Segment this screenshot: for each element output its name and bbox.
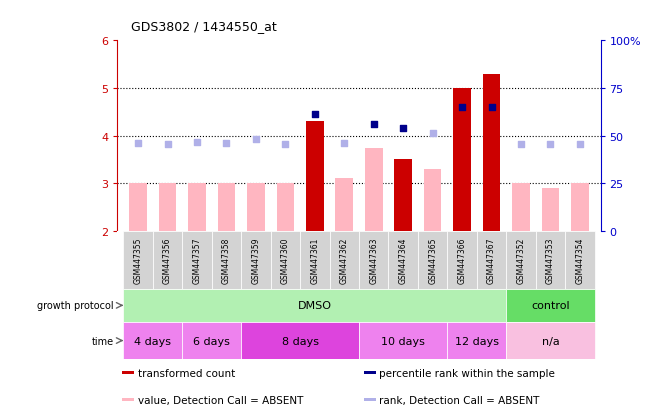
Text: GSM447355: GSM447355 — [134, 237, 142, 283]
Point — [427, 131, 438, 137]
Text: n/a: n/a — [541, 336, 560, 346]
Bar — [424, 169, 442, 231]
Text: GSM447363: GSM447363 — [369, 237, 378, 283]
Text: GSM447357: GSM447357 — [193, 237, 201, 283]
Text: GDS3802 / 1434550_at: GDS3802 / 1434550_at — [131, 20, 276, 33]
Bar — [153, 231, 183, 289]
Point — [515, 142, 526, 148]
Bar — [507, 231, 535, 289]
Bar — [306, 122, 323, 231]
Bar — [276, 184, 294, 231]
Text: GSM447366: GSM447366 — [458, 237, 466, 283]
Text: 10 days: 10 days — [381, 336, 425, 346]
Point — [368, 121, 379, 128]
Text: 8 days: 8 days — [282, 336, 319, 346]
Text: GSM447356: GSM447356 — [163, 237, 172, 283]
Bar — [482, 74, 501, 231]
Bar — [122, 371, 134, 374]
Bar — [507, 289, 595, 322]
Point — [398, 126, 409, 133]
Text: GSM447367: GSM447367 — [487, 237, 496, 283]
Bar — [389, 231, 418, 289]
Bar — [270, 231, 300, 289]
Text: 4 days: 4 days — [134, 336, 171, 346]
Text: GSM447352: GSM447352 — [517, 237, 525, 283]
Text: GSM447359: GSM447359 — [252, 237, 260, 283]
Bar — [507, 322, 595, 359]
Point — [192, 139, 203, 146]
Bar — [448, 231, 477, 289]
Text: GSM447358: GSM447358 — [222, 237, 231, 283]
Text: GSM447354: GSM447354 — [576, 237, 584, 283]
Bar — [359, 322, 448, 359]
Bar — [541, 188, 560, 231]
Text: growth protocol: growth protocol — [38, 301, 114, 311]
Text: GSM447353: GSM447353 — [546, 237, 555, 283]
Point — [221, 140, 231, 147]
Bar — [571, 184, 588, 231]
Point — [457, 104, 468, 111]
Bar — [512, 184, 530, 231]
Text: control: control — [531, 301, 570, 311]
Point — [309, 112, 320, 118]
Point — [574, 142, 585, 148]
Text: percentile rank within the sample: percentile rank within the sample — [379, 368, 555, 378]
Bar — [217, 184, 236, 231]
Text: 6 days: 6 days — [193, 336, 230, 346]
Bar — [477, 231, 507, 289]
Text: GSM447365: GSM447365 — [428, 237, 437, 283]
Bar — [123, 231, 153, 289]
Text: DMSO: DMSO — [298, 301, 331, 311]
Bar — [565, 231, 595, 289]
Text: transformed count: transformed count — [138, 368, 235, 378]
Point — [339, 140, 350, 147]
Bar — [183, 322, 241, 359]
Point — [250, 136, 261, 143]
Text: value, Detection Call = ABSENT: value, Detection Call = ABSENT — [138, 394, 303, 405]
Bar — [123, 289, 507, 322]
Bar — [122, 398, 134, 401]
Bar — [188, 184, 206, 231]
Point — [133, 140, 144, 147]
Bar — [453, 89, 471, 231]
Point — [162, 142, 173, 148]
Text: GSM447361: GSM447361 — [310, 237, 319, 283]
Bar — [241, 231, 270, 289]
Bar — [123, 322, 183, 359]
Bar — [364, 398, 376, 401]
Bar — [365, 148, 382, 231]
Text: 12 days: 12 days — [455, 336, 499, 346]
Bar — [130, 184, 147, 231]
Bar — [448, 322, 507, 359]
Bar — [158, 184, 176, 231]
Bar — [183, 231, 211, 289]
Text: GSM447364: GSM447364 — [399, 237, 408, 283]
Text: GSM447362: GSM447362 — [340, 237, 349, 283]
Text: rank, Detection Call = ABSENT: rank, Detection Call = ABSENT — [379, 394, 539, 405]
Bar — [535, 231, 565, 289]
Text: time: time — [92, 336, 114, 346]
Bar — [418, 231, 448, 289]
Bar — [247, 184, 265, 231]
Bar — [359, 231, 389, 289]
Bar — [336, 179, 353, 231]
Point — [545, 142, 556, 148]
Bar — [300, 231, 329, 289]
Bar — [211, 231, 241, 289]
Bar — [329, 231, 359, 289]
Bar — [364, 371, 376, 374]
Bar — [395, 160, 412, 231]
Point — [486, 104, 497, 111]
Point — [280, 142, 291, 148]
Bar — [241, 322, 359, 359]
Text: GSM447360: GSM447360 — [281, 237, 290, 283]
